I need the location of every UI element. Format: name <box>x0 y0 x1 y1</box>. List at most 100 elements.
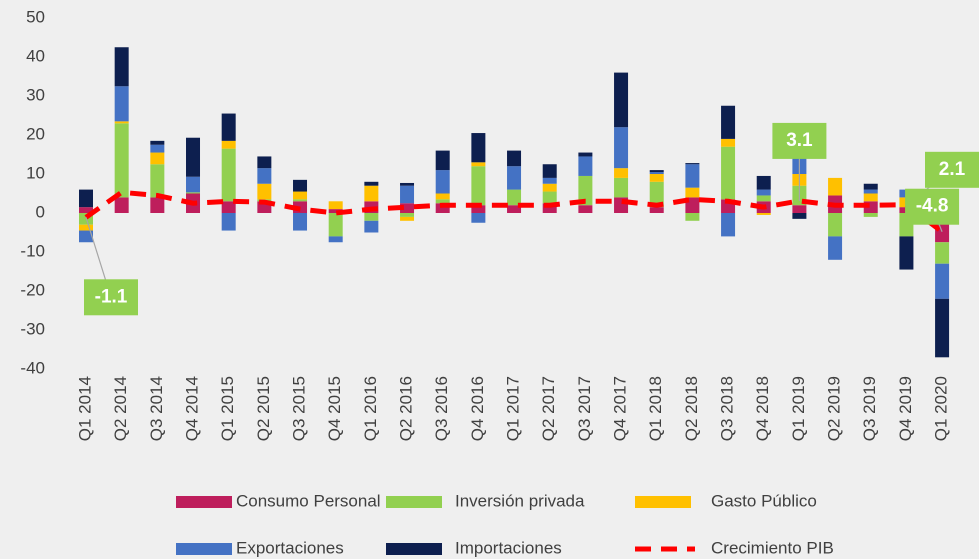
bar-segment <box>685 187 700 198</box>
bar-segment <box>114 86 129 122</box>
bar-segment <box>578 156 593 176</box>
bar-segment <box>257 168 272 184</box>
data-label: -1.1 <box>95 286 128 307</box>
x-tick-label: Q1 2015 <box>218 376 237 441</box>
legend-label: Importaciones <box>455 538 562 557</box>
bar-segment <box>257 183 272 200</box>
bar-segment <box>756 195 771 202</box>
x-tick-label: Q1 2020 <box>932 376 951 441</box>
bar-segment <box>721 213 736 237</box>
x-tick-label: Q3 2016 <box>432 376 451 441</box>
y-tick-label: 40 <box>26 46 45 65</box>
bar-segment <box>328 236 343 243</box>
x-tick-label: Q3 2015 <box>290 376 309 441</box>
bar-segment <box>221 213 236 231</box>
label-box <box>84 279 138 316</box>
bar-segment <box>578 175 593 206</box>
bar-segment <box>150 140 165 145</box>
bar-segment <box>221 148 236 202</box>
bar-segment <box>542 164 557 178</box>
bar-segment <box>79 207 93 213</box>
bar-segment <box>471 205 486 213</box>
bar-segment <box>863 183 878 190</box>
bar-segment <box>685 164 700 188</box>
bar-segment <box>756 213 771 215</box>
bar-segment <box>257 201 272 213</box>
bar-segment <box>542 203 557 213</box>
bar-segment <box>150 144 165 153</box>
bar-segment <box>507 205 522 213</box>
bar-segment <box>756 175 771 190</box>
bar-segment <box>471 133 486 163</box>
y-tick-label: 10 <box>26 163 45 182</box>
y-tick-label: 0 <box>36 202 45 221</box>
x-tick-label: Q1 2016 <box>361 376 380 441</box>
bar-segment <box>507 189 522 206</box>
y-tick-label: 50 <box>26 7 45 26</box>
bar-segment <box>435 193 450 200</box>
bar-segment <box>435 199 450 204</box>
bar-segment <box>828 213 843 237</box>
bar-segment <box>578 152 593 157</box>
bar-segment <box>293 199 308 202</box>
bar-segment <box>685 163 700 165</box>
x-tick-label: Q1 2017 <box>504 376 523 441</box>
x-tick-label: Q3 2019 <box>860 376 879 441</box>
bar-segment <box>899 236 914 270</box>
y-tick-label: 20 <box>26 124 45 143</box>
y-tick-label: -10 <box>20 241 45 260</box>
bar-segment <box>649 174 664 182</box>
legend-label: Exportaciones <box>236 538 344 557</box>
x-tick-label: Q2 2015 <box>254 376 273 441</box>
bar-segment <box>221 113 236 141</box>
bar-segment <box>863 201 878 213</box>
bar-segment <box>150 164 165 198</box>
bar-segment <box>507 166 522 190</box>
bar-segment <box>721 138 736 147</box>
label-box <box>772 122 827 159</box>
x-tick-label: Q4 2017 <box>611 376 630 441</box>
bar-segment <box>471 213 486 223</box>
bar-segment <box>257 156 272 169</box>
bar-segment <box>578 205 593 213</box>
y-tick-label: -30 <box>20 319 45 338</box>
bar-segment <box>328 213 343 237</box>
bar-segment <box>79 189 93 208</box>
bar-segment <box>114 121 129 124</box>
bar-segment <box>614 168 629 178</box>
legend-swatch <box>176 496 232 508</box>
bar-segment <box>114 197 129 213</box>
bar-segment <box>293 179 308 192</box>
legend-swatch <box>386 543 442 555</box>
bar-segment <box>614 127 629 169</box>
x-tick-label: Q1 2014 <box>75 376 94 441</box>
x-tick-label: Q2 2019 <box>825 376 844 441</box>
bar-segment <box>542 183 557 192</box>
bar-segment <box>471 162 486 167</box>
bar-segment <box>364 181 379 186</box>
x-tick-label: Q2 2014 <box>111 376 130 441</box>
bar-segment <box>614 72 629 128</box>
bar-segment <box>542 191 557 204</box>
data-label: 2.1 <box>939 159 966 180</box>
bar-segment <box>328 209 343 213</box>
y-tick-label: -20 <box>20 280 45 299</box>
bar-segment <box>114 123 129 198</box>
bar-segment <box>721 105 736 139</box>
bar-segment <box>186 176 201 193</box>
legend-label: Inversión privada <box>455 491 585 510</box>
bar-segment <box>186 192 201 194</box>
x-tick-label: Q1 2018 <box>646 376 665 441</box>
bar-segment <box>721 146 736 200</box>
x-tick-label: Q2 2018 <box>682 376 701 441</box>
legend-label: Crecimiento PIB <box>711 538 834 557</box>
legend-swatch <box>635 496 691 508</box>
bar-segment <box>79 230 93 243</box>
x-tick-label: Q4 2018 <box>753 376 772 441</box>
legend-swatch <box>176 543 232 555</box>
bar-segment <box>863 193 878 202</box>
bar-segment <box>935 263 950 299</box>
x-tick-label: Q3 2014 <box>147 376 166 441</box>
x-tick-label: Q1 2019 <box>789 376 808 441</box>
